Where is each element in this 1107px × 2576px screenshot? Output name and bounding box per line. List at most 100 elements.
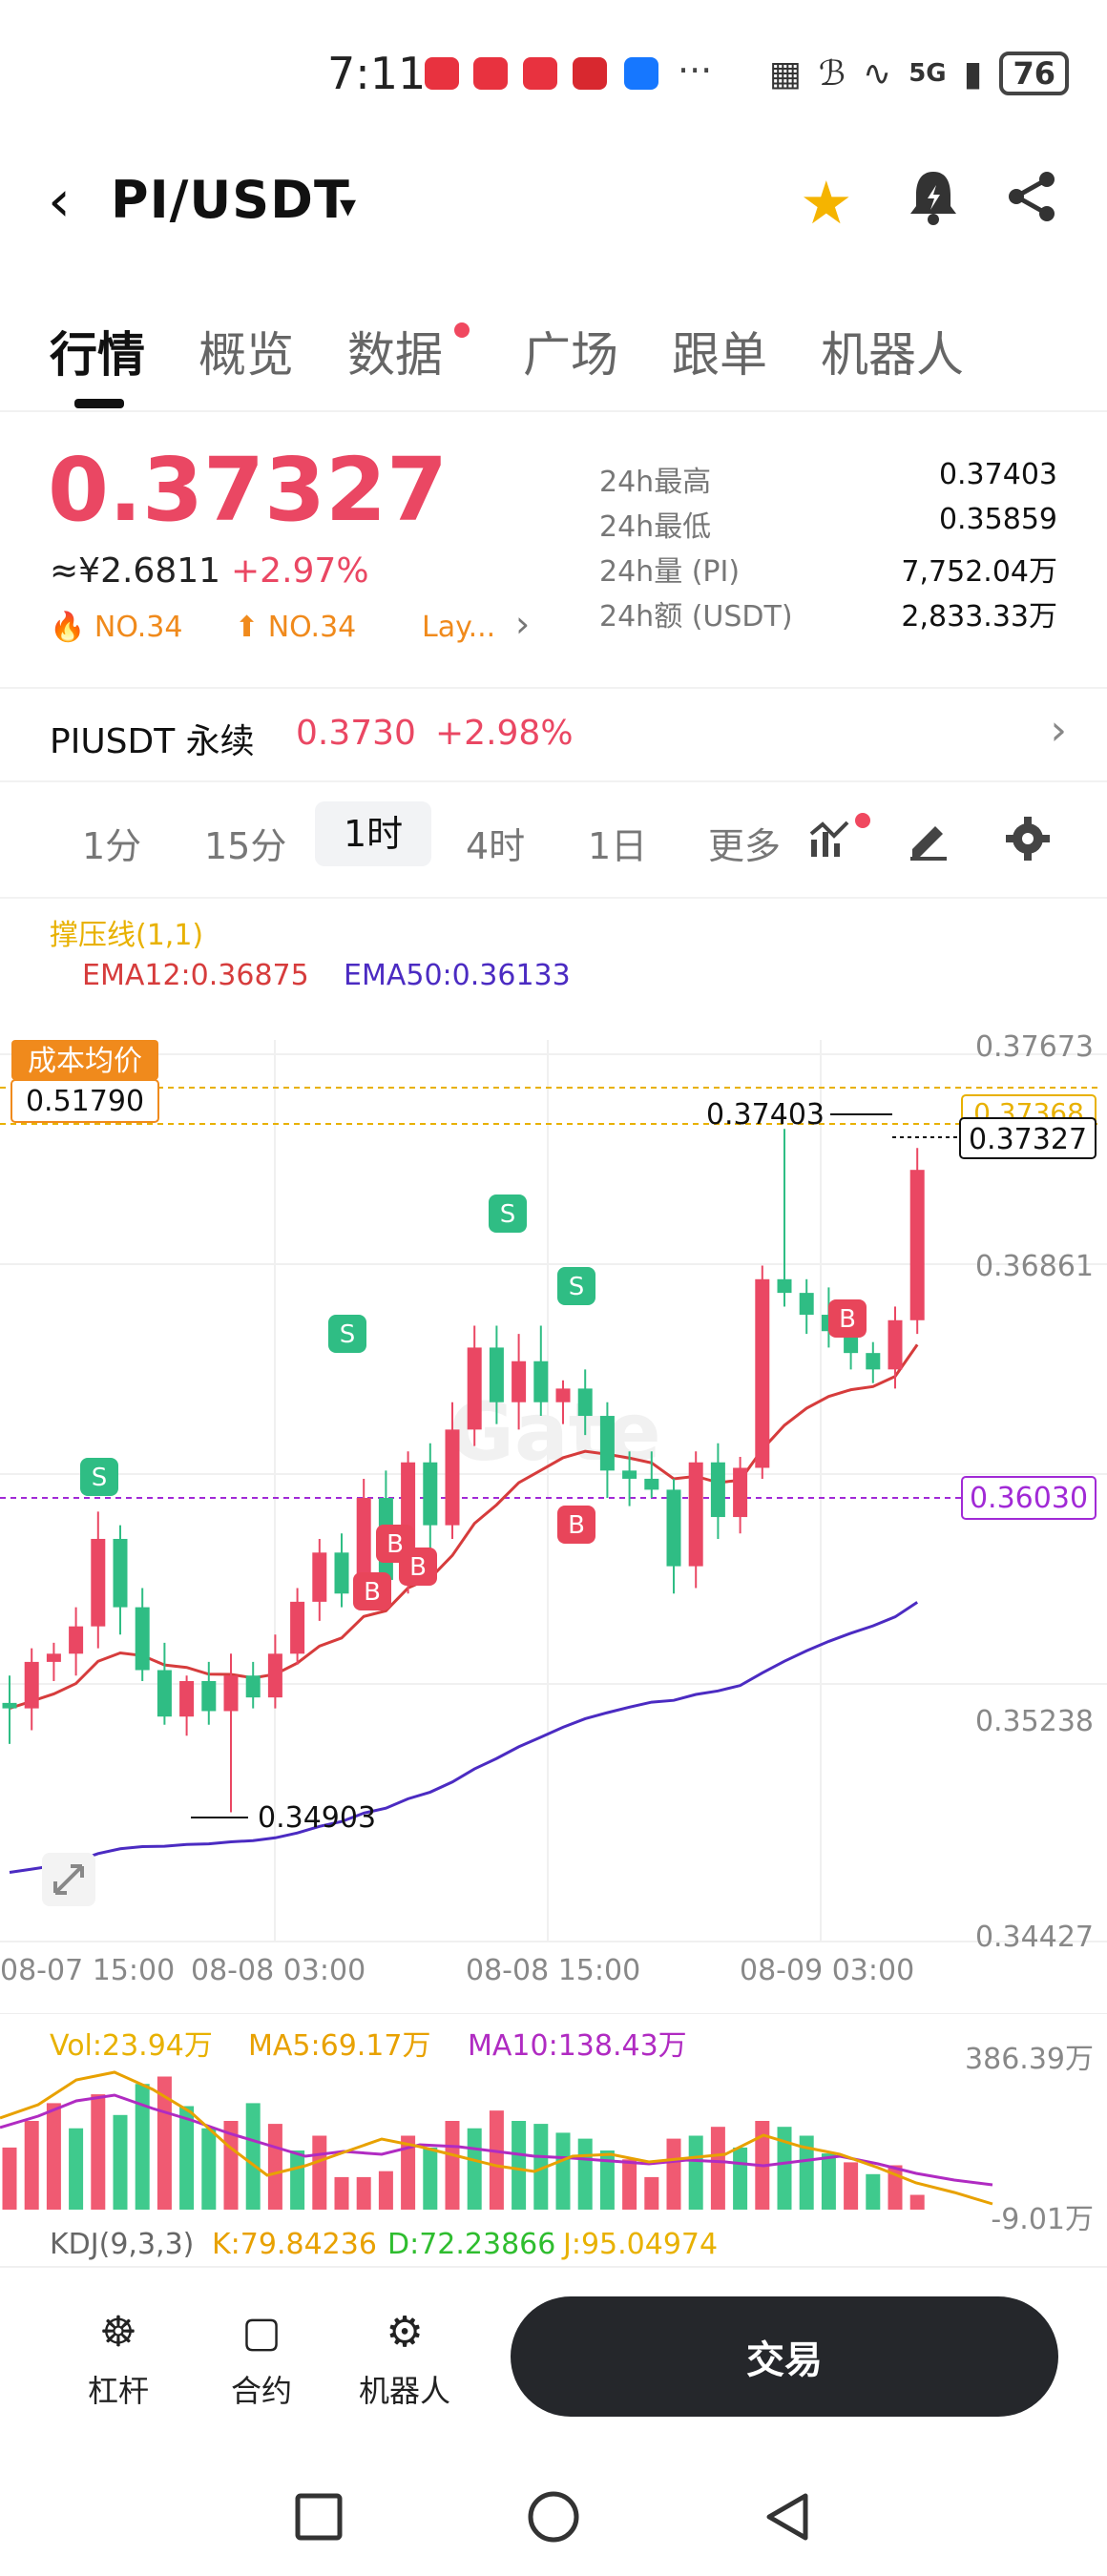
interval-1d[interactable]: 1日 bbox=[588, 825, 648, 867]
cost-value: 0.51790 bbox=[26, 1085, 144, 1118]
current-price-box bbox=[959, 1117, 1097, 1159]
volume-bar bbox=[622, 2159, 637, 2210]
interval-15m[interactable]: 15分 bbox=[204, 825, 287, 867]
leverage-button[interactable]: ☸ 杠杆 bbox=[61, 2308, 176, 2411]
kdj-d: D:72.23866 bbox=[387, 2228, 555, 2261]
leverage-label: 杠杆 bbox=[87, 2373, 149, 2409]
interval-4h[interactable]: 4时 bbox=[466, 825, 526, 867]
ema12-label: EMA12:0.36875 bbox=[82, 959, 309, 992]
volume-bar bbox=[555, 2132, 571, 2210]
svg-text:B: B bbox=[839, 1305, 856, 1334]
perpetual-change: +2.98% bbox=[435, 714, 574, 753]
layer-tag[interactable]: Lay... bbox=[422, 611, 496, 644]
volume-chart[interactable]: Vol:23.94万 MA5:69.17万 MA10:138.43万 386.3… bbox=[0, 2013, 1107, 2261]
back-nav-icon[interactable] bbox=[766, 2493, 808, 2541]
volume-bar bbox=[489, 2110, 504, 2210]
pair-dropdown-icon[interactable]: ▾ bbox=[340, 187, 357, 225]
svg-text:B: B bbox=[568, 1511, 585, 1540]
sell-marker: S bbox=[328, 1315, 366, 1353]
volume-bar bbox=[866, 2173, 881, 2210]
ma5-label: MA5:69.17万 bbox=[248, 2029, 430, 2063]
tab-market[interactable]: 行情 bbox=[50, 327, 145, 383]
volume-bar bbox=[733, 2147, 748, 2210]
status-right: ▦ ℬ ∿ 5G ▮ 76 bbox=[769, 52, 1069, 95]
indicator-icon[interactable] bbox=[807, 815, 855, 866]
tab-bots[interactable]: 机器人 bbox=[821, 327, 964, 383]
buy-marker: B bbox=[828, 1299, 867, 1338]
volume-bar bbox=[666, 2138, 681, 2210]
volume-bar bbox=[644, 2176, 659, 2210]
interval-1h[interactable]: 1时 bbox=[315, 801, 432, 866]
recent-apps-icon[interactable] bbox=[295, 2493, 343, 2541]
volume-bar bbox=[113, 2114, 128, 2210]
bot-label: 机器人 bbox=[358, 2373, 450, 2409]
x-tick: 08-07 15:00 bbox=[0, 1954, 175, 1984]
candle-body bbox=[24, 1661, 39, 1709]
tab-data[interactable]: 数据 bbox=[347, 327, 443, 383]
interval-1m[interactable]: 1分 bbox=[82, 825, 142, 867]
ma10-line bbox=[0, 2093, 993, 2187]
candle-body bbox=[312, 1552, 327, 1602]
volume-bar bbox=[467, 2128, 482, 2210]
svg-text:S: S bbox=[92, 1464, 108, 1492]
vol-label: Vol:23.94万 bbox=[50, 2029, 213, 2063]
share-icon[interactable] bbox=[1005, 170, 1058, 227]
system-nav-bar bbox=[295, 2491, 808, 2543]
interval-more[interactable]: 更多 bbox=[708, 825, 779, 867]
sell-marker: S bbox=[80, 1458, 118, 1496]
volume-bar bbox=[356, 2176, 371, 2210]
chart-settings-gear-icon[interactable] bbox=[1004, 815, 1052, 866]
flower-app-icon bbox=[573, 57, 607, 90]
more-notifications-icon: ··· bbox=[678, 50, 713, 92]
svg-text:S: S bbox=[500, 1200, 516, 1229]
back-icon[interactable]: ‹ bbox=[48, 168, 71, 235]
kdj-k: K:79.84236 bbox=[212, 2228, 377, 2261]
candle-body bbox=[577, 1388, 593, 1417]
candlestick-chart[interactable]: 撑压线(1,1) EMA12:0.36875 EMA50:0.36133 Gat… bbox=[0, 906, 1107, 1984]
hot-rank[interactable]: 🔥 NO.34 bbox=[50, 611, 182, 644]
candle-body bbox=[91, 1538, 106, 1627]
favorite-star-icon[interactable]: ★ bbox=[800, 168, 853, 238]
candle-body bbox=[334, 1552, 349, 1594]
gainer-rank[interactable]: ⬆ NO.34 bbox=[235, 611, 356, 644]
volume-bar bbox=[334, 2176, 349, 2210]
futures-button[interactable]: ▢ 合约 bbox=[204, 2308, 319, 2411]
fire-icon: 🔥 bbox=[50, 611, 86, 644]
cost-avg-label: 成本均价 bbox=[28, 1045, 142, 1078]
home-icon[interactable] bbox=[528, 2491, 579, 2543]
volume-bar bbox=[401, 2135, 416, 2210]
svg-text:B: B bbox=[364, 1578, 381, 1607]
tab-square[interactable]: 广场 bbox=[523, 327, 618, 383]
volume-bar bbox=[69, 2128, 84, 2210]
tab-copy-trade[interactable]: 跟单 bbox=[672, 327, 767, 383]
pair-title[interactable]: PI/USDT bbox=[111, 170, 350, 230]
drawing-pen-icon[interactable] bbox=[905, 815, 952, 866]
tab-overview[interactable]: 概览 bbox=[198, 327, 294, 383]
volume-bar bbox=[312, 2135, 327, 2210]
stat-label-high: 24h最高 bbox=[599, 466, 712, 499]
bot-button[interactable]: ⚙ 机器人 bbox=[347, 2308, 462, 2411]
gainer-rank-value: NO.34 bbox=[267, 611, 357, 644]
buy-marker: B bbox=[557, 1506, 595, 1544]
trade-button[interactable]: 交易 bbox=[511, 2296, 1058, 2417]
candle-body bbox=[445, 1429, 460, 1526]
volume-bar bbox=[24, 2121, 39, 2210]
perpetual-name: PIUSDT 永续 bbox=[50, 722, 255, 761]
volume-bar bbox=[799, 2135, 814, 2210]
svg-text:B: B bbox=[386, 1530, 404, 1559]
volume-bar bbox=[777, 2127, 792, 2210]
ema50-label: EMA50:0.36133 bbox=[344, 959, 571, 992]
chevron-right-icon[interactable]: › bbox=[515, 603, 531, 645]
candle-body bbox=[799, 1293, 814, 1316]
volume-bar bbox=[179, 2106, 195, 2210]
fullscreen-expand-icon[interactable] bbox=[42, 1853, 95, 1906]
candle-body bbox=[223, 1675, 239, 1712]
price-alert-bell-icon[interactable] bbox=[907, 168, 960, 231]
perpetual-row[interactable]: PIUSDT 永续 0.3730 +2.98% › bbox=[0, 687, 1107, 782]
price-change: +2.97% bbox=[231, 551, 369, 591]
huawei-app-icon bbox=[473, 57, 508, 90]
volume-bar bbox=[844, 2162, 859, 2210]
trade-markers: S S S S B B B B B bbox=[80, 1195, 867, 1610]
chevron-right-icon: › bbox=[1050, 706, 1067, 755]
notification-dot bbox=[454, 322, 470, 338]
